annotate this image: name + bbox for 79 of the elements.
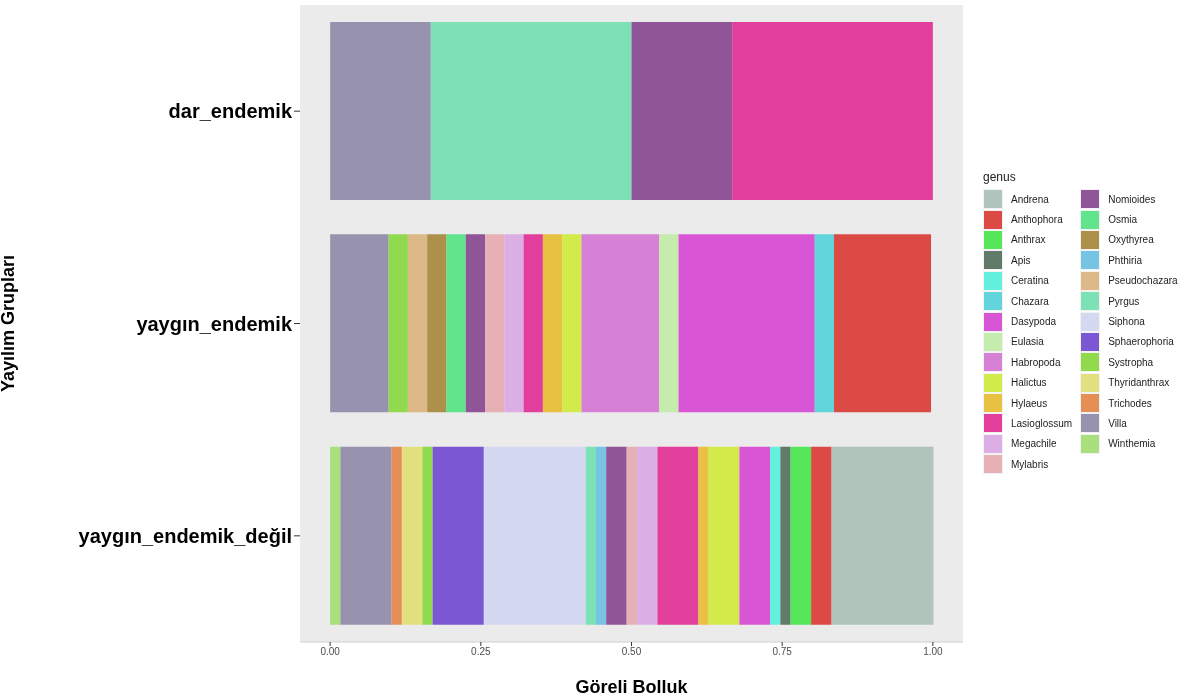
bar bbox=[834, 234, 932, 413]
x-tick-label: 0.75 bbox=[772, 646, 793, 658]
bar bbox=[330, 234, 389, 413]
legend-title: genus bbox=[983, 170, 1017, 184]
bar bbox=[780, 446, 791, 625]
bar bbox=[708, 446, 740, 625]
bar bbox=[430, 21, 632, 200]
bar bbox=[732, 21, 933, 200]
legend-label: Andrena bbox=[1011, 193, 1049, 205]
bar bbox=[422, 446, 433, 625]
legend-label: Systropha bbox=[1108, 356, 1154, 368]
bar bbox=[631, 21, 733, 200]
bar bbox=[626, 446, 637, 625]
bar bbox=[659, 234, 679, 413]
bar bbox=[678, 234, 815, 413]
bar bbox=[483, 446, 586, 625]
bar bbox=[770, 446, 781, 625]
y-axis-title: Yayılım Grupları bbox=[0, 254, 19, 393]
legend-label: Apis bbox=[1011, 254, 1031, 266]
legend-label: Trichodes bbox=[1108, 397, 1152, 409]
bar bbox=[391, 446, 402, 625]
legend-label: Winthemia bbox=[1108, 438, 1156, 450]
legend-label: Villa bbox=[1108, 417, 1127, 429]
bar bbox=[401, 446, 423, 625]
legend-label: Lasioglossum bbox=[1011, 417, 1073, 429]
legend-label: Mylabris bbox=[1011, 458, 1049, 470]
x-tick-label: 0.50 bbox=[621, 646, 642, 658]
y-tick-label: dar_endemik bbox=[168, 100, 293, 123]
legend-label: Thyridanthrax bbox=[1108, 377, 1170, 389]
y-tick-label: yaygın_endemik_değil bbox=[78, 524, 292, 547]
bar bbox=[811, 446, 832, 625]
bar bbox=[330, 446, 341, 625]
legend-label: Hylaeus bbox=[1011, 397, 1048, 409]
bar bbox=[657, 446, 699, 625]
bar bbox=[427, 234, 447, 413]
x-tick-label: 1.00 bbox=[923, 646, 944, 658]
bar bbox=[814, 234, 835, 413]
legend-label: Dasypoda bbox=[1011, 316, 1057, 328]
bar bbox=[831, 446, 934, 625]
legend-label: Nomioides bbox=[1108, 193, 1156, 205]
x-tick-label: 0.00 bbox=[320, 646, 341, 658]
legend-label: Anthophora bbox=[1011, 214, 1063, 226]
bar bbox=[585, 446, 596, 625]
bar bbox=[330, 21, 431, 200]
bar bbox=[636, 446, 658, 625]
legend-label: Phthiria bbox=[1108, 254, 1143, 266]
legend-label: Ceratina bbox=[1011, 275, 1049, 287]
bar bbox=[407, 234, 428, 413]
y-tick-label: yaygın_endemik bbox=[136, 312, 293, 335]
x-tick-label: 0.25 bbox=[471, 646, 491, 658]
bar bbox=[739, 446, 771, 625]
legend-label: Megachile bbox=[1011, 438, 1057, 450]
bar bbox=[446, 234, 466, 413]
legend-label: Pseudochazara bbox=[1108, 275, 1178, 287]
bar bbox=[606, 446, 627, 625]
legend-label: Oxythyrea bbox=[1108, 234, 1154, 246]
legend-label: Anthrax bbox=[1011, 234, 1046, 246]
bar bbox=[790, 446, 812, 625]
x-axis-title: Göreli Bolluk bbox=[575, 677, 689, 695]
bar bbox=[581, 234, 660, 413]
bar bbox=[542, 234, 563, 413]
bar bbox=[504, 234, 524, 413]
bar bbox=[698, 446, 709, 625]
legend-label: Halictus bbox=[1011, 377, 1047, 389]
bar bbox=[562, 234, 582, 413]
legend-label: Osmia bbox=[1108, 214, 1138, 226]
legend-label: Eulasia bbox=[1011, 336, 1044, 348]
bar bbox=[388, 234, 408, 413]
legend-label: Pyrgus bbox=[1108, 295, 1140, 307]
bar bbox=[432, 446, 484, 625]
bar bbox=[595, 446, 607, 625]
bar bbox=[340, 446, 392, 625]
legend-label: Sphaerophoria bbox=[1108, 336, 1174, 348]
legend-label: Siphona bbox=[1108, 316, 1145, 328]
legend-label: Habropoda bbox=[1011, 356, 1061, 368]
bar bbox=[485, 234, 505, 413]
bar bbox=[523, 234, 543, 413]
bar bbox=[465, 234, 486, 413]
legend-label: Chazara bbox=[1011, 295, 1049, 307]
